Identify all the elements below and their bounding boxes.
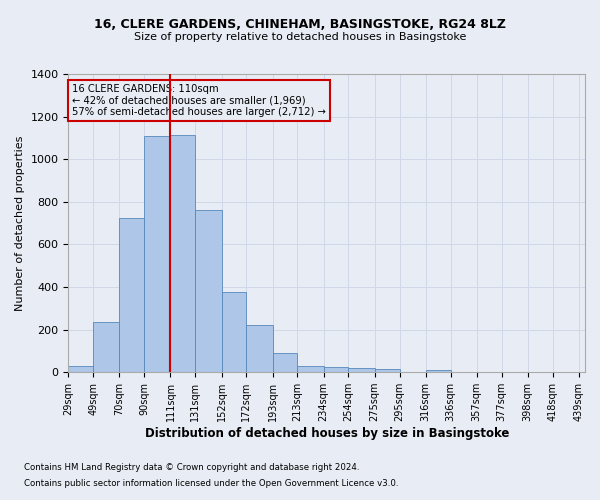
Bar bbox=[119, 218, 145, 372]
Bar bbox=[298, 366, 323, 372]
Bar bbox=[247, 326, 272, 372]
Bar bbox=[349, 368, 374, 372]
Text: 16 CLERE GARDENS: 110sqm
← 42% of detached houses are smaller (1,969)
57% of sem: 16 CLERE GARDENS: 110sqm ← 42% of detach… bbox=[72, 84, 326, 117]
Bar bbox=[170, 134, 196, 372]
Bar bbox=[93, 322, 119, 372]
Y-axis label: Number of detached properties: Number of detached properties bbox=[15, 136, 25, 311]
Text: Contains public sector information licensed under the Open Government Licence v3: Contains public sector information licen… bbox=[24, 478, 398, 488]
Bar bbox=[145, 136, 170, 372]
Text: Contains HM Land Registry data © Crown copyright and database right 2024.: Contains HM Land Registry data © Crown c… bbox=[24, 464, 359, 472]
X-axis label: Distribution of detached houses by size in Basingstoke: Distribution of detached houses by size … bbox=[145, 427, 509, 440]
Bar bbox=[323, 367, 349, 372]
Bar bbox=[221, 292, 247, 372]
Bar bbox=[374, 369, 400, 372]
Text: 16, CLERE GARDENS, CHINEHAM, BASINGSTOKE, RG24 8LZ: 16, CLERE GARDENS, CHINEHAM, BASINGSTOKE… bbox=[94, 18, 506, 30]
Bar bbox=[196, 210, 221, 372]
Text: Size of property relative to detached houses in Basingstoke: Size of property relative to detached ho… bbox=[134, 32, 466, 42]
Bar bbox=[272, 353, 298, 372]
Bar bbox=[68, 366, 93, 372]
Bar bbox=[425, 370, 451, 372]
